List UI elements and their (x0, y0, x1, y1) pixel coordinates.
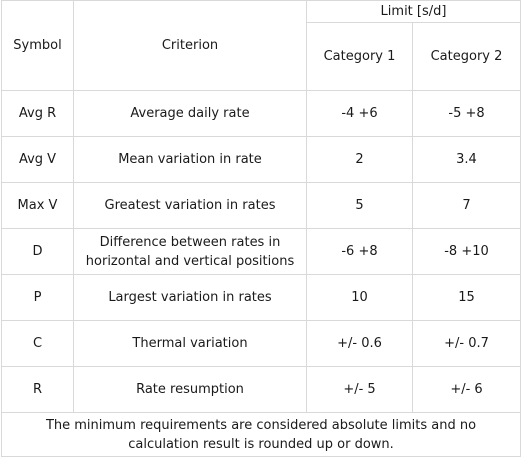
cell-category-1: -6 +8 (306, 228, 413, 275)
cell-category-2: -8 +10 (411, 228, 521, 275)
table-row: Avg V Mean variation in rate 2 3.4 (1, 136, 521, 183)
cell-category-1: +/- 0.6 (306, 320, 413, 367)
cell-category-2: 15 (411, 274, 521, 321)
cell-symbol: D (1, 228, 74, 275)
cell-criterion: Mean variation in rate (73, 136, 307, 183)
header-category-1: Category 1 (306, 22, 413, 91)
table-row: R Rate resumption +/- 5 +/- 6 (1, 366, 521, 413)
header-symbol: Symbol (1, 0, 74, 91)
cell-criterion: Average daily rate (73, 90, 307, 137)
cell-category-1: 5 (306, 182, 413, 229)
cell-category-1: +/- 5 (306, 366, 413, 413)
cell-symbol: Avg R (1, 90, 74, 137)
header-category-2: Category 2 (411, 22, 521, 91)
cell-criterion: Rate resumption (73, 366, 307, 413)
cell-symbol: C (1, 320, 74, 367)
cell-symbol: Max V (1, 182, 74, 229)
table-row: Max V Greatest variation in rates 5 7 (1, 182, 521, 229)
footnote: The minimum requirements are considered … (0, 412, 521, 457)
cell-category-2: -5 +8 (411, 90, 521, 137)
table-row: D Difference between rates in horizontal… (1, 228, 521, 275)
cell-criterion: Largest variation in rates (73, 274, 307, 321)
cell-symbol: P (1, 274, 74, 321)
cell-category-1: 2 (306, 136, 413, 183)
cell-category-1: 10 (306, 274, 413, 321)
cell-category-1: -4 +6 (306, 90, 413, 137)
header-row-top: Symbol Criterion Limit [s/d] (1, 0, 521, 91)
cell-category-2: 3.4 (411, 136, 521, 183)
table-row: Avg R Average daily rate -4 +6 -5 +8 (1, 90, 521, 137)
footnote-row: The minimum requirements are considered … (0, 412, 521, 457)
cell-category-2: 7 (411, 182, 521, 229)
cell-criterion: Difference between rates in horizontal a… (73, 228, 307, 275)
cell-symbol: Avg V (1, 136, 74, 183)
cell-criterion: Greatest variation in rates (73, 182, 307, 229)
cell-criterion: Thermal variation (73, 320, 307, 367)
header-criterion: Criterion (73, 0, 307, 91)
header-row-bottom: Category 1 Category 2 (2, 22, 521, 91)
header-limit-group: Limit [s/d] (305, 0, 521, 23)
table-row: P Largest variation in rates 10 15 (1, 274, 521, 321)
cell-category-2: +/- 0.7 (411, 320, 521, 367)
table-row: C Thermal variation +/- 0.6 +/- 0.7 (1, 320, 521, 367)
cell-category-2: +/- 6 (411, 366, 521, 413)
cell-symbol: R (1, 366, 74, 413)
